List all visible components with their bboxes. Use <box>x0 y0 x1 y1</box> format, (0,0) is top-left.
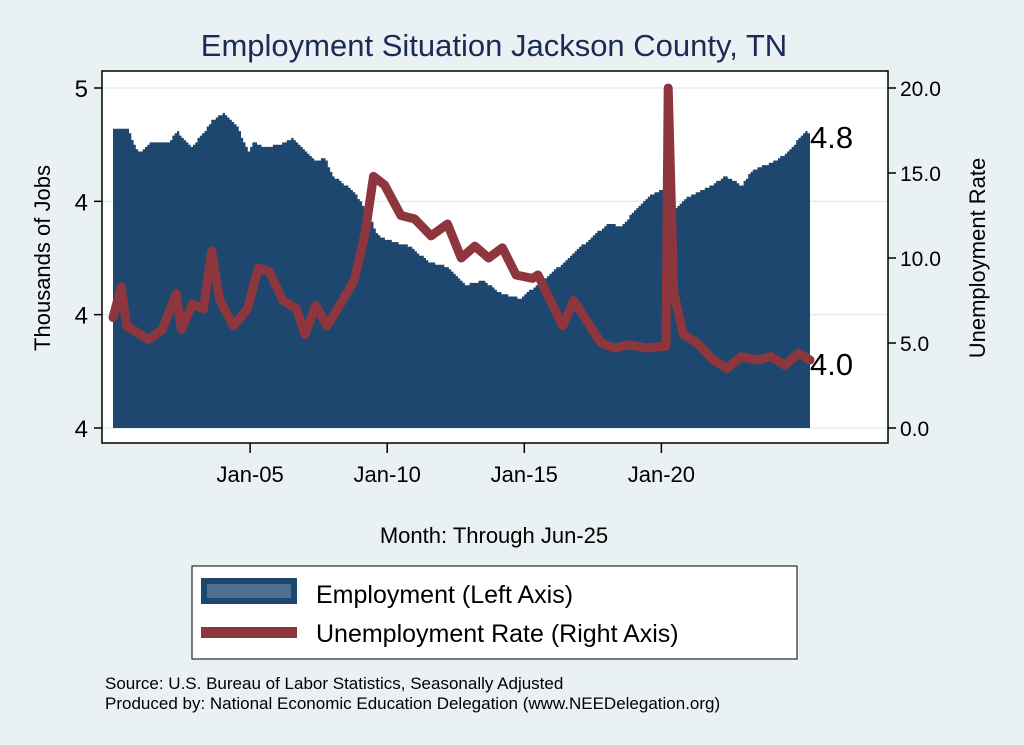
source-note: Source: U.S. Bureau of Labor Statistics,… <box>105 674 563 693</box>
legend-label-unemployment: Unemployment Rate (Right Axis) <box>316 620 679 648</box>
right-axis: 20.0 15.0 10.0 5.0 0.0 <box>888 78 941 441</box>
x-axis-title: Month: Through Jun-25 <box>380 523 608 548</box>
unemployment-end-label: 4.0 <box>810 347 853 382</box>
right-tick-label: 0.0 <box>900 418 929 441</box>
left-axis-title: Thousands of Jobs <box>30 165 55 351</box>
legend: Employment (Left Axis) Unemployment Rate… <box>191 565 798 660</box>
x-tick-label: Jan-05 <box>216 462 283 487</box>
legend-swatch-employment-inner <box>207 584 291 598</box>
left-tick-label: 4 <box>75 416 88 443</box>
left-tick-label: 4 <box>75 303 88 330</box>
x-tick-label: Jan-15 <box>491 462 558 487</box>
right-tick-label: 10.0 <box>900 248 941 271</box>
unemployment-line <box>108 83 815 373</box>
legend-label-employment: Employment (Left Axis) <box>316 581 573 609</box>
legend-swatch-unemployment <box>201 627 297 638</box>
employment-end-label: 4.8 <box>810 120 853 155</box>
x-tick-label: Jan-20 <box>628 462 695 487</box>
chart-title: Employment Situation Jackson County, TN <box>201 28 787 63</box>
right-tick-label: 15.0 <box>900 163 941 186</box>
x-axis: Jan-05 Jan-10 Jan-15 Jan-20 <box>216 443 695 487</box>
left-tick-label: 4 <box>75 189 88 216</box>
unemployment-line-layer <box>108 83 815 373</box>
plot-border <box>101 70 889 444</box>
producer-note: Produced by: National Economic Education… <box>105 694 720 713</box>
left-axis: 5 4 4 4 <box>75 76 102 443</box>
x-tick-label: Jan-10 <box>354 462 421 487</box>
right-axis-title: Unemployment Rate <box>965 158 990 359</box>
left-tick-label: 5 <box>75 76 88 103</box>
right-tick-label: 5.0 <box>900 333 929 356</box>
right-tick-label: 20.0 <box>900 78 941 101</box>
